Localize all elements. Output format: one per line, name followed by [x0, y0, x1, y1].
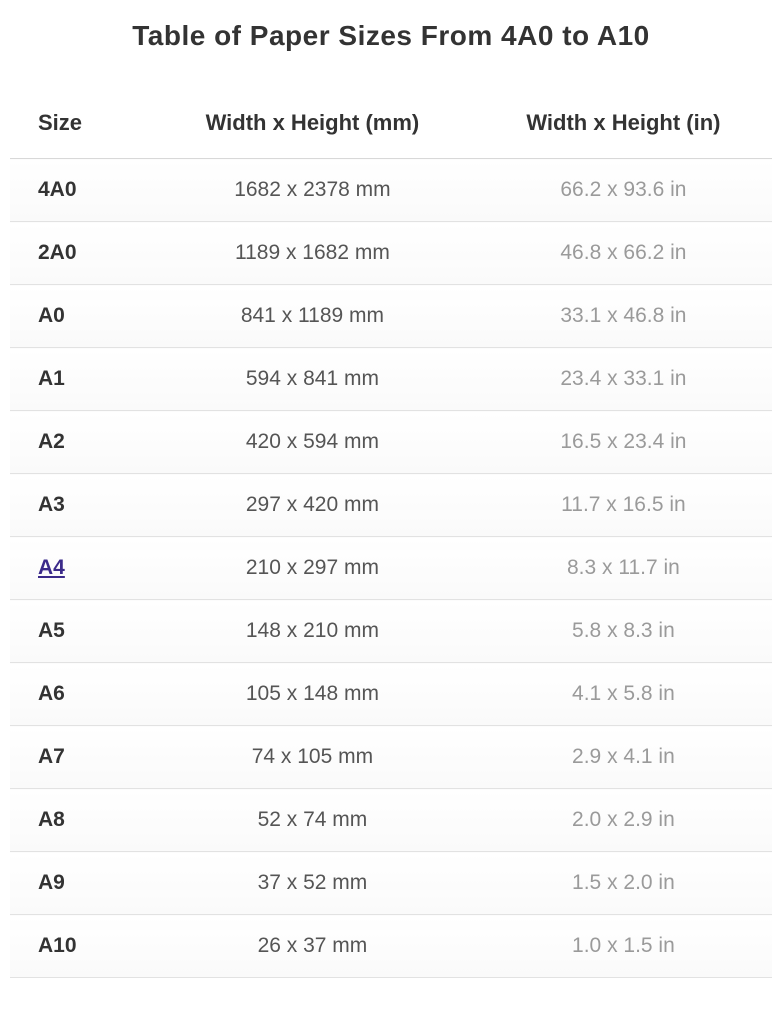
col-header-mm: Width x Height (mm) [150, 92, 475, 159]
size-cell: A2 [10, 411, 150, 474]
size-cell: A4 [10, 537, 150, 600]
size-link[interactable]: A4 [38, 556, 65, 579]
table-row: A1594 x 841 mm23.4 x 33.1 in [10, 348, 772, 411]
size-cell: A10 [10, 915, 150, 978]
mm-cell: 52 x 74 mm [150, 789, 475, 852]
page-title: Table of Paper Sizes From 4A0 to A10 [10, 20, 772, 52]
table-row: A2420 x 594 mm16.5 x 23.4 in [10, 411, 772, 474]
mm-cell: 1189 x 1682 mm [150, 222, 475, 285]
in-cell: 11.7 x 16.5 in [475, 474, 772, 537]
table-row: A852 x 74 mm2.0 x 2.9 in [10, 789, 772, 852]
table-row: A0841 x 1189 mm33.1 x 46.8 in [10, 285, 772, 348]
size-cell: A3 [10, 474, 150, 537]
size-cell: A8 [10, 789, 150, 852]
in-cell: 5.8 x 8.3 in [475, 600, 772, 663]
mm-cell: 26 x 37 mm [150, 915, 475, 978]
in-cell: 8.3 x 11.7 in [475, 537, 772, 600]
table-row: A3297 x 420 mm11.7 x 16.5 in [10, 474, 772, 537]
table-row: A937 x 52 mm1.5 x 2.0 in [10, 852, 772, 915]
mm-cell: 297 x 420 mm [150, 474, 475, 537]
mm-cell: 148 x 210 mm [150, 600, 475, 663]
mm-cell: 594 x 841 mm [150, 348, 475, 411]
size-cell: 4A0 [10, 159, 150, 222]
mm-cell: 37 x 52 mm [150, 852, 475, 915]
in-cell: 4.1 x 5.8 in [475, 663, 772, 726]
table-header-row: Size Width x Height (mm) Width x Height … [10, 92, 772, 159]
table-row: A4 210 x 297 mm8.3 x 11.7 in [10, 537, 772, 600]
table-row: A5148 x 210 mm5.8 x 8.3 in [10, 600, 772, 663]
mm-cell: 841 x 1189 mm [150, 285, 475, 348]
table-row: 2A01189 x 1682 mm46.8 x 66.2 in [10, 222, 772, 285]
table-row: A1026 x 37 mm1.0 x 1.5 in [10, 915, 772, 978]
in-cell: 1.0 x 1.5 in [475, 915, 772, 978]
in-cell: 1.5 x 2.0 in [475, 852, 772, 915]
in-cell: 33.1 x 46.8 in [475, 285, 772, 348]
size-cell: A6 [10, 663, 150, 726]
table-row: A6105 x 148 mm4.1 x 5.8 in [10, 663, 772, 726]
table-row: 4A01682 x 2378 mm66.2 x 93.6 in [10, 159, 772, 222]
size-cell: A7 [10, 726, 150, 789]
in-cell: 46.8 x 66.2 in [475, 222, 772, 285]
in-cell: 2.9 x 4.1 in [475, 726, 772, 789]
mm-cell: 420 x 594 mm [150, 411, 475, 474]
size-cell: A1 [10, 348, 150, 411]
size-cell: 2A0 [10, 222, 150, 285]
size-cell: A9 [10, 852, 150, 915]
size-cell: A0 [10, 285, 150, 348]
mm-cell: 105 x 148 mm [150, 663, 475, 726]
in-cell: 2.0 x 2.9 in [475, 789, 772, 852]
in-cell: 66.2 x 93.6 in [475, 159, 772, 222]
col-header-in: Width x Height (in) [475, 92, 772, 159]
mm-cell: 74 x 105 mm [150, 726, 475, 789]
col-header-size: Size [10, 92, 150, 159]
paper-sizes-table: Size Width x Height (mm) Width x Height … [10, 92, 772, 978]
in-cell: 23.4 x 33.1 in [475, 348, 772, 411]
mm-cell: 1682 x 2378 mm [150, 159, 475, 222]
in-cell: 16.5 x 23.4 in [475, 411, 772, 474]
size-cell: A5 [10, 600, 150, 663]
table-row: A774 x 105 mm2.9 x 4.1 in [10, 726, 772, 789]
mm-cell: 210 x 297 mm [150, 537, 475, 600]
